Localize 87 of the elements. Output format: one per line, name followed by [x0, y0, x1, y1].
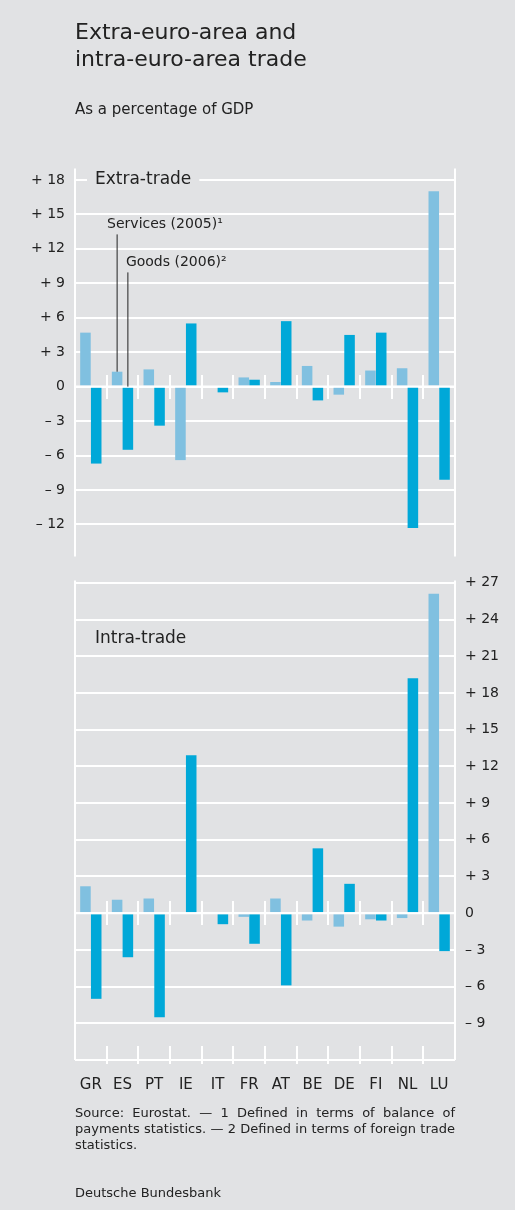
- bar: [312, 848, 324, 913]
- bar: [238, 914, 250, 917]
- bar: [249, 379, 260, 386]
- y-tick-label: + 6: [39, 308, 66, 325]
- x-tick-label: PT: [145, 1074, 165, 1093]
- bar: [344, 334, 355, 386]
- x-tick-label: LU: [429, 1074, 449, 1093]
- bar: [175, 387, 186, 461]
- bar: [407, 678, 419, 913]
- x-tick-label: BE: [302, 1074, 323, 1093]
- bar: [90, 387, 102, 464]
- bar: [122, 914, 134, 958]
- annotation: Extra-trade: [95, 168, 192, 189]
- y2-tick-label: + 6: [465, 830, 491, 847]
- bar: [365, 370, 376, 386]
- bar: [333, 914, 345, 927]
- y2-tick-label: + 3: [465, 867, 491, 884]
- bar: [249, 914, 260, 944]
- bar: [111, 371, 123, 386]
- chart-title: Extra-euro-area and intra-euro-area trade: [75, 18, 308, 72]
- bar: [80, 332, 91, 386]
- bar: [344, 883, 355, 913]
- bar: [428, 593, 440, 913]
- source-note: Source: Eurostat. — 1 Defined in terms of balance of payments statistics. — 2 Defined in terms of foreign trade statistics.: [75, 1105, 455, 1153]
- bar: [185, 323, 197, 386]
- y-tick-label: – 3: [44, 411, 65, 428]
- bar: [333, 387, 345, 395]
- bar: [90, 914, 102, 999]
- bar: [143, 369, 155, 386]
- bar: [80, 886, 91, 913]
- y2-tick-label: + 15: [465, 720, 499, 737]
- bar: [301, 365, 313, 386]
- bar: [396, 914, 408, 919]
- y-tick-label: + 9: [39, 273, 65, 290]
- bar: [407, 387, 419, 528]
- x-tick-label: DE: [333, 1074, 355, 1093]
- bar: [270, 898, 281, 913]
- text: Services (2005)¹: [107, 215, 223, 232]
- bar: [122, 387, 134, 450]
- bar: [280, 321, 292, 386]
- y-tick-label: + 12: [31, 239, 65, 256]
- y2-tick-label: + 21: [465, 646, 499, 663]
- y2-tick-label: – 6: [465, 977, 486, 994]
- bar: [217, 914, 229, 925]
- y2-tick-label: + 24: [465, 610, 500, 627]
- bar: [185, 755, 197, 913]
- bar: [301, 914, 313, 921]
- y2-tick-label: + 9: [465, 793, 491, 810]
- y-tick-label: 0: [56, 377, 65, 394]
- text: Goods (2006)²: [125, 253, 227, 270]
- x-tick-label: FR: [239, 1074, 259, 1093]
- bar: [111, 899, 123, 913]
- y-tick-label: – 12: [35, 515, 65, 532]
- y2-tick-label: + 27: [465, 573, 499, 590]
- x-tick-label: IE: [178, 1074, 193, 1093]
- bar: [143, 898, 155, 913]
- bar: [428, 191, 440, 386]
- bar: [396, 368, 408, 386]
- bar: [238, 377, 250, 386]
- bar: [439, 387, 450, 480]
- y2-tick-label: + 12: [465, 757, 499, 774]
- bar: [365, 914, 376, 920]
- text: Deutsche Bundesbank: [75, 1185, 222, 1200]
- y-tick-label: – 6: [44, 446, 66, 463]
- bar: [154, 914, 165, 1018]
- x-tick-label: ES: [113, 1074, 132, 1093]
- y2-tick-label: – 3: [465, 940, 486, 957]
- y2-tick-label: + 18: [465, 683, 499, 700]
- y2-tick-label: 0: [465, 903, 474, 920]
- y-tick-label: + 18: [31, 170, 65, 187]
- annotation: Intra-trade: [95, 626, 187, 647]
- y-tick-label: – 9: [44, 480, 65, 497]
- bar: [439, 914, 450, 952]
- y2-tick-label: – 9: [465, 1013, 486, 1030]
- x-tick-label: NL: [397, 1074, 418, 1093]
- chart-subtitle: As a percentage of GDP: [75, 100, 254, 118]
- bar: [154, 387, 165, 426]
- bar: [375, 332, 387, 386]
- x-tick-label: GR: [79, 1074, 102, 1093]
- x-tick-label: IT: [210, 1074, 226, 1093]
- y-tick-label: + 3: [39, 342, 65, 359]
- x-tick-label: FI: [369, 1074, 383, 1093]
- bar: [280, 914, 292, 986]
- y-tick-label: + 15: [31, 204, 65, 221]
- x-tick-label: AT: [271, 1074, 291, 1093]
- bar: [375, 914, 387, 921]
- bar: [270, 382, 281, 386]
